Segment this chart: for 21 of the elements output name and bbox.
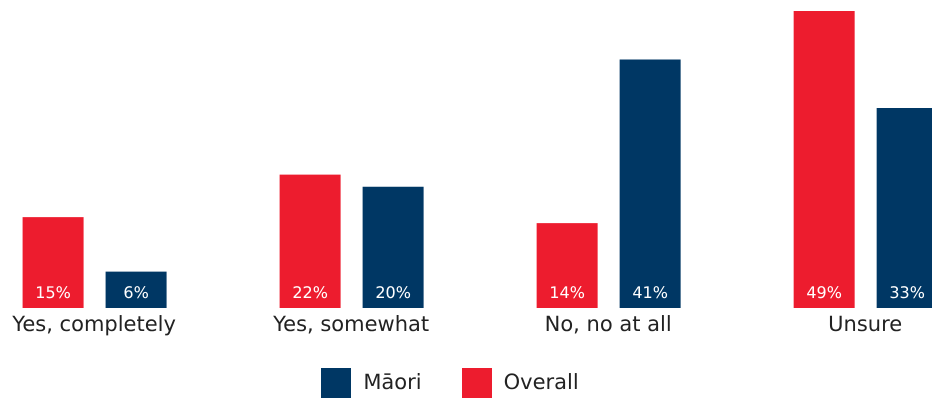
- x-tick-label: No, no at all: [544, 312, 672, 336]
- bar: [22, 217, 84, 308]
- data-label: 41%: [632, 283, 668, 302]
- data-label: 22%: [292, 283, 328, 302]
- x-tick-label: Yes, somewhat: [272, 312, 430, 336]
- legend-label: Overall: [504, 370, 579, 394]
- data-label: 15%: [35, 283, 71, 302]
- data-label: 33%: [889, 283, 925, 302]
- bar: [536, 223, 598, 308]
- data-label: 49%: [806, 283, 842, 302]
- bar: [106, 272, 167, 308]
- x-tick-label: Unsure: [828, 312, 902, 336]
- data-label: 14%: [549, 283, 585, 302]
- data-label: 6%: [123, 283, 149, 302]
- bar: [794, 11, 855, 308]
- bar: [280, 174, 341, 308]
- legend-label: Māori: [363, 370, 422, 394]
- bar: [362, 186, 424, 308]
- x-tick-label: Yes, completely: [11, 312, 176, 336]
- bar: [620, 59, 681, 308]
- data-label: 20%: [375, 283, 411, 302]
